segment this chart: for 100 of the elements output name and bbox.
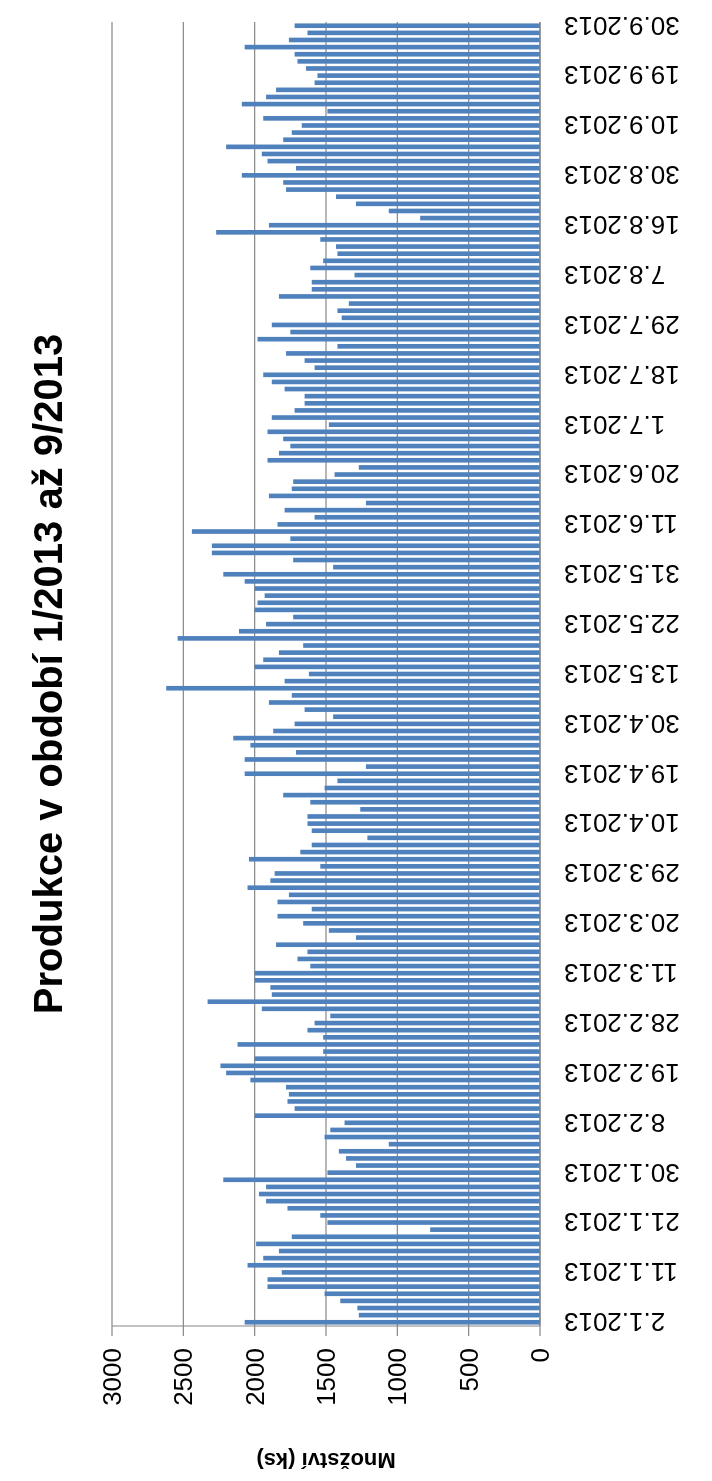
bar xyxy=(303,643,540,648)
bar xyxy=(288,1091,540,1097)
bar xyxy=(244,1319,540,1325)
bar xyxy=(307,1027,540,1033)
bar xyxy=(290,536,540,541)
bar xyxy=(263,657,540,663)
bar xyxy=(274,871,540,876)
y-tick-label: 29.3.2013 xyxy=(564,858,680,889)
y-tick-label: 19.9.2013 xyxy=(564,60,680,91)
bar xyxy=(283,137,540,143)
y-tick-label: 20.6.2013 xyxy=(564,459,680,490)
bar xyxy=(291,486,540,492)
bar xyxy=(278,650,540,655)
x-tick-label: 2000 xyxy=(239,1348,270,1406)
bar xyxy=(334,472,540,477)
y-tick-label: 31.5.2013 xyxy=(564,559,680,590)
bar xyxy=(328,422,540,427)
bar xyxy=(303,921,540,926)
bar xyxy=(254,586,540,591)
bar xyxy=(338,1148,540,1154)
bar xyxy=(278,294,540,299)
x-tick-label: 1500 xyxy=(311,1348,342,1406)
bar xyxy=(248,856,540,862)
bar xyxy=(238,628,540,634)
bar xyxy=(314,365,540,370)
bar xyxy=(341,315,540,321)
y-tick-label: 11.3.2013 xyxy=(564,958,678,989)
bar xyxy=(267,429,540,435)
bar xyxy=(337,308,540,313)
bar xyxy=(244,771,540,777)
y-tick-label: 19.4.2013 xyxy=(564,758,680,789)
x-tick-label: 1000 xyxy=(382,1348,413,1406)
y-tick-label: 30.8.2013 xyxy=(564,160,680,191)
bar xyxy=(271,992,540,997)
bar xyxy=(355,935,540,940)
bar xyxy=(294,51,540,57)
bar xyxy=(291,130,540,135)
bar xyxy=(337,343,540,349)
bar xyxy=(304,400,540,406)
bar xyxy=(267,1284,540,1289)
bar xyxy=(207,999,540,1005)
y-tick-label: 1.7.2013 xyxy=(564,409,666,440)
bar xyxy=(287,1099,540,1104)
bar xyxy=(294,23,540,29)
bar xyxy=(291,693,540,698)
y-tick-label: 30.1.2013 xyxy=(564,1157,680,1188)
bar xyxy=(348,301,540,306)
y-tick-label: 30.4.2013 xyxy=(564,708,680,739)
bar xyxy=(333,714,540,720)
bar xyxy=(286,351,540,356)
bar xyxy=(430,1227,540,1232)
bar xyxy=(276,942,540,948)
bar xyxy=(317,73,540,78)
bar xyxy=(307,821,540,826)
bar xyxy=(296,750,540,755)
bar xyxy=(306,66,540,71)
bar xyxy=(293,479,540,484)
bar xyxy=(297,59,540,64)
x-tick-label: 2500 xyxy=(168,1348,199,1406)
bar xyxy=(286,187,540,192)
bar xyxy=(267,457,540,463)
bar xyxy=(291,1234,540,1240)
bar xyxy=(294,408,540,413)
x-tick-label: 0 xyxy=(525,1348,556,1363)
bar xyxy=(254,978,540,983)
bar xyxy=(287,1205,540,1211)
y-tick-label: 13.5.2013 xyxy=(564,658,680,689)
bar xyxy=(345,1156,540,1161)
text: Produkce v období 1/2013 až 9/2013 xyxy=(26,333,70,1015)
x-tick-label: 3000 xyxy=(97,1348,128,1406)
bar xyxy=(254,970,540,976)
bar xyxy=(294,1106,540,1111)
y-tick-label: 22.5.2013 xyxy=(564,609,680,640)
bar xyxy=(365,764,540,769)
bar xyxy=(358,465,540,470)
y-tick-label: 30.9.2013 xyxy=(564,10,680,41)
bar xyxy=(237,1042,540,1047)
bar xyxy=(264,593,540,598)
y-tick-label: 11.1.2013 xyxy=(564,1257,678,1288)
bar xyxy=(304,707,540,712)
bar xyxy=(166,685,540,691)
bar xyxy=(267,1277,540,1282)
y-tick-label: 11.6.2013 xyxy=(564,509,678,540)
bar xyxy=(223,1177,540,1183)
bar xyxy=(270,878,540,883)
bar xyxy=(344,1120,540,1126)
y-tick-label: 8.2.2013 xyxy=(564,1107,666,1138)
bar xyxy=(314,80,540,86)
y-tick-label: 28.2.2013 xyxy=(564,1007,680,1038)
bar xyxy=(241,173,540,178)
bar xyxy=(244,579,540,584)
bar xyxy=(177,636,540,641)
bar xyxy=(310,799,540,805)
bar xyxy=(268,222,540,228)
bar xyxy=(191,529,540,534)
bar xyxy=(327,108,540,114)
y-tick-label: 19.2.2013 xyxy=(564,1057,680,1088)
bar xyxy=(254,1056,540,1061)
bar xyxy=(223,571,540,577)
bar xyxy=(327,1220,540,1225)
